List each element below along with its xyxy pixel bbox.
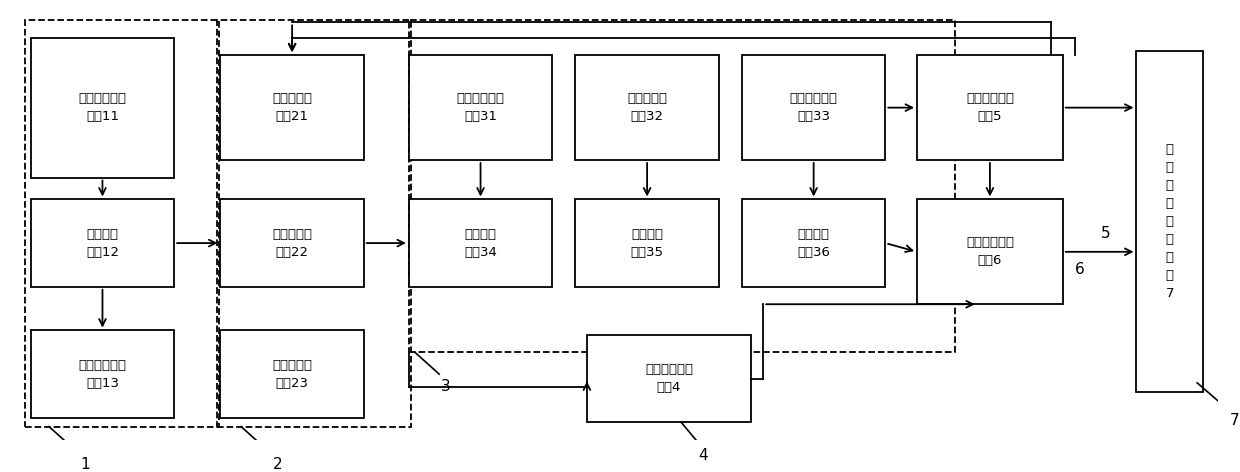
Bar <box>25 20 219 427</box>
Text: 动态数据库
单元23: 动态数据库 单元23 <box>272 359 312 390</box>
Bar <box>31 330 174 418</box>
Bar <box>916 55 1063 160</box>
Text: 故障规则库
单元21: 故障规则库 单元21 <box>272 92 312 123</box>
Bar <box>409 20 955 352</box>
Bar <box>587 335 751 422</box>
Text: 7: 7 <box>1230 413 1240 429</box>
Text: 6: 6 <box>1075 262 1085 277</box>
Bar <box>221 330 363 418</box>
Text: 4: 4 <box>698 448 708 464</box>
Bar <box>1136 51 1203 392</box>
Text: 故障特征提取
单元13: 故障特征提取 单元13 <box>78 359 126 390</box>
Bar <box>221 55 363 160</box>
Bar <box>409 55 552 160</box>
Text: 实时数据采集
单元11: 实时数据采集 单元11 <box>78 92 126 123</box>
Bar <box>31 38 174 177</box>
Text: 信号处理
单元12: 信号处理 单元12 <box>86 228 119 259</box>
Text: 预警阈值确定
模块4: 预警阈值确定 模块4 <box>645 363 693 394</box>
Bar <box>217 20 412 427</box>
Bar <box>409 199 552 287</box>
Text: 1: 1 <box>81 457 91 472</box>
Bar <box>575 55 719 160</box>
Bar <box>575 199 719 287</box>
Bar <box>742 199 885 287</box>
Text: 故障点追溯
单元32: 故障点追溯 单元32 <box>627 92 667 123</box>
Text: 预警原因分析
单元33: 预警原因分析 单元33 <box>790 92 838 123</box>
Text: 3: 3 <box>440 379 450 394</box>
Bar <box>31 199 174 287</box>
Text: 预警解释机制
模块6: 预警解释机制 模块6 <box>966 236 1014 267</box>
Text: 模糊知识获取
模块5: 模糊知识获取 模块5 <box>966 92 1014 123</box>
Text: 5: 5 <box>1101 226 1111 241</box>
Text: 2: 2 <box>273 457 283 472</box>
Text: 人
机
界
面
交
互
模
块
7: 人 机 界 面 交 互 模 块 7 <box>1166 143 1174 300</box>
Text: 静态数据库
单元22: 静态数据库 单元22 <box>272 228 312 259</box>
Text: 反向推理
单元35: 反向推理 单元35 <box>631 228 663 259</box>
Text: 正向推理
单元36: 正向推理 单元36 <box>797 228 830 259</box>
Bar <box>742 55 885 160</box>
Bar <box>916 199 1063 304</box>
Text: 故障类型诊断
单元31: 故障类型诊断 单元31 <box>456 92 505 123</box>
Text: 模糊推理
单元34: 模糊推理 单元34 <box>464 228 497 259</box>
Bar <box>221 199 363 287</box>
